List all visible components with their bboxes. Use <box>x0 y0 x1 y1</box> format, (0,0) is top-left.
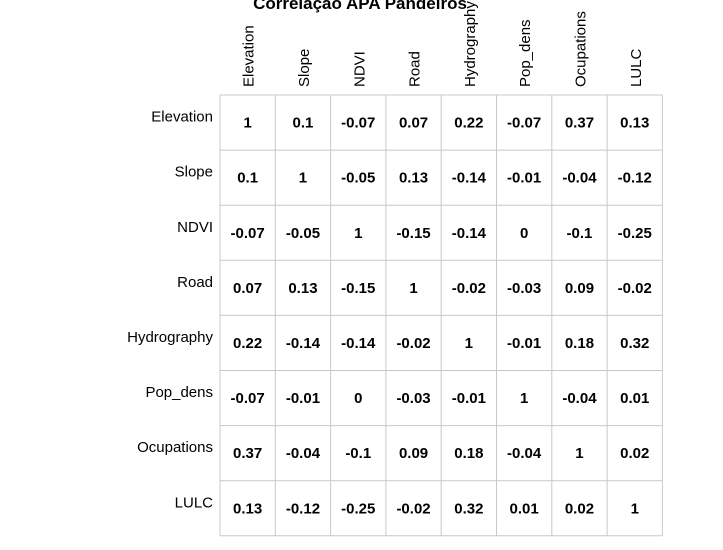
correlation-cell: -0.04 <box>562 390 597 407</box>
column-labels: Elevation Slope NDVI Road Hydrography Pop_den… <box>241 1 645 87</box>
correlation-cell: -0.1 <box>567 225 593 242</box>
correlation-cell: -0.15 <box>396 225 430 242</box>
correlation-cell: 0.07 <box>233 280 262 297</box>
correlation-cell: 0.1 <box>293 115 314 132</box>
row-label: LULC <box>175 494 214 511</box>
correlation-cell: 0.01 <box>620 390 649 407</box>
correlation-cell: 0.13 <box>233 500 262 517</box>
correlation-cell: 0 <box>354 390 362 407</box>
correlation-cell: -0.05 <box>286 225 320 242</box>
correlation-cell: -0.01 <box>507 335 541 352</box>
correlation-cell: 0 <box>520 225 528 242</box>
correlation-cell: -0.05 <box>341 170 375 187</box>
correlation-cell: 0.1 <box>237 170 258 187</box>
correlation-cell: -0.1 <box>345 445 371 462</box>
correlation-cell: 0.37 <box>565 115 594 132</box>
correlation-cell: 0.22 <box>454 115 483 132</box>
correlation-cell: -0.03 <box>507 280 541 297</box>
row-labels: Elevation Slope NDVI Road Hydrography Pop_den… <box>127 109 213 512</box>
correlation-cell: 0.32 <box>454 500 483 517</box>
grid-lines <box>219 94 663 537</box>
correlation-cell: 0.02 <box>565 500 594 517</box>
correlation-cell: -0.04 <box>507 445 542 462</box>
correlation-cell: 0.01 <box>510 500 539 517</box>
correlation-cell: -0.03 <box>396 390 430 407</box>
correlation-cell: 1 <box>409 280 417 297</box>
row-label: Road <box>177 274 213 291</box>
column-label: Elevation <box>241 25 258 87</box>
correlation-cell: -0.14 <box>286 335 321 352</box>
row-label: NDVI <box>177 219 213 236</box>
row-label: Hydrography <box>127 329 213 346</box>
column-label: Road <box>407 51 424 87</box>
row-label: Slope <box>175 164 213 181</box>
correlation-cell: -0.02 <box>396 500 430 517</box>
column-label: LULC <box>628 48 645 87</box>
correlation-cell: 0.37 <box>233 445 262 462</box>
correlation-cell: -0.07 <box>231 225 265 242</box>
correlation-cell: -0.01 <box>452 390 486 407</box>
correlation-cell: 0.18 <box>454 445 483 462</box>
row-label: Pop_dens <box>145 384 213 401</box>
correlation-cell: 0.07 <box>399 115 428 132</box>
correlation-cell: 0.32 <box>620 335 649 352</box>
correlation-cell: -0.15 <box>341 280 375 297</box>
correlation-cell: -0.02 <box>452 280 486 297</box>
correlation-cell: -0.12 <box>618 170 652 187</box>
column-label: NDVI <box>351 51 368 87</box>
correlation-cell: 0.22 <box>233 335 262 352</box>
correlation-cell: 1 <box>299 170 307 187</box>
correlation-cell: 1 <box>575 445 583 462</box>
correlation-cell: -0.14 <box>341 335 376 352</box>
correlation-cell: -0.04 <box>286 445 321 462</box>
chart-title: Correlação APA Pandeiros <box>253 0 467 13</box>
column-label: Ocupations <box>572 11 589 87</box>
correlation-cell: 0.13 <box>288 280 317 297</box>
correlation-cell: -0.14 <box>452 225 487 242</box>
correlation-cell: -0.04 <box>562 170 597 187</box>
correlation-cell: 0.09 <box>565 280 594 297</box>
correlation-cell: -0.07 <box>341 115 375 132</box>
correlation-cell: -0.07 <box>507 115 541 132</box>
correlation-cell: 0.13 <box>399 170 428 187</box>
column-label: Pop_dens <box>517 19 534 87</box>
correlation-cell: 0.18 <box>565 335 594 352</box>
correlation-cell: -0.01 <box>507 170 541 187</box>
row-label: Ocupations <box>137 439 213 456</box>
correlation-cell: -0.01 <box>286 390 320 407</box>
correlation-cell: -0.07 <box>231 390 265 407</box>
correlation-cell: 1 <box>243 115 251 132</box>
correlation-cell: -0.14 <box>452 170 487 187</box>
correlation-cell: -0.02 <box>618 280 652 297</box>
correlation-cell: 1 <box>520 390 528 407</box>
column-label: Hydrography <box>462 1 479 87</box>
correlation-cell: -0.12 <box>286 500 320 517</box>
column-label: Slope <box>296 49 313 87</box>
correlation-cell: 0.13 <box>620 115 649 132</box>
correlation-cell: -0.02 <box>396 335 430 352</box>
correlation-cell: 1 <box>465 335 473 352</box>
correlation-cell: -0.25 <box>341 500 375 517</box>
correlation-cell: 0.02 <box>620 445 649 462</box>
correlation-cell: -0.25 <box>618 225 652 242</box>
matrix-cells: 1 0.1 -0.07 0.07 0.22 -0.07 0.37 0.13 0.1 1 -0.05 0… <box>231 115 652 518</box>
correlation-cell: 1 <box>354 225 362 242</box>
correlation-cell: 1 <box>631 500 639 517</box>
row-label: Elevation <box>151 109 213 126</box>
correlation-cell: 0.09 <box>399 445 428 462</box>
